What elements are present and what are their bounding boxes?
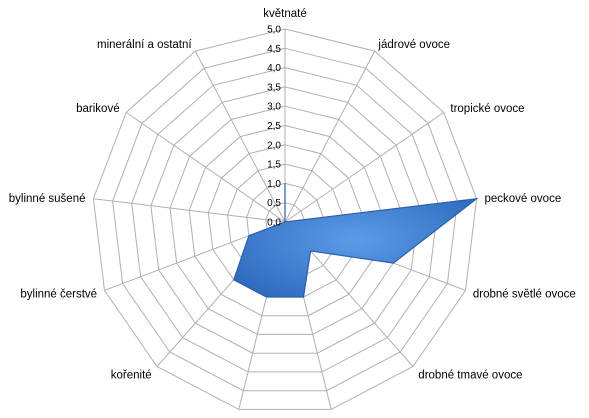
- category-label-2: tropické ovoce: [450, 103, 524, 115]
- category-label-4: drobné světlé ovoce: [473, 288, 576, 300]
- tick-label-7: 3,5: [267, 82, 281, 93]
- tick-label-6: 3,0: [267, 102, 281, 113]
- radial-tick-labels: 0,0 0,5 1,0 1,5 2,0 2,5 3,0 3,5 4,0 4,5 5,0: [267, 25, 281, 229]
- tick-label-4: 2,0: [267, 140, 281, 151]
- grid-spoke-10: [93, 198, 286, 223]
- tick-label-10: 5,0: [267, 25, 281, 36]
- grid-ring-7: [150, 86, 420, 354]
- category-label-9: bylinné čerstvé: [20, 288, 97, 300]
- grid-spoke-1: [284, 50, 376, 223]
- grid-ring-6: [169, 105, 401, 335]
- category-label-1: jádrové ovoce: [377, 39, 450, 51]
- category-label-0: květnaté: [263, 8, 306, 20]
- tick-label-0: 0,0: [267, 218, 281, 229]
- grid-ring-10: [92, 28, 478, 410]
- category-labels: květnaté jádrové ovoce tropické ovoce pecko…: [9, 8, 576, 382]
- grid-spoke-11: [125, 111, 286, 223]
- category-label-5: drobné tmavé ovoce: [418, 370, 522, 382]
- grid-spoke-2: [284, 111, 445, 223]
- category-label-8: kořenité: [111, 370, 152, 382]
- radar-series-layer: [233, 183, 479, 298]
- tick-label-2: 1,0: [267, 179, 281, 190]
- tick-label-5: 2,5: [267, 121, 281, 132]
- grid-ring-9: [112, 47, 458, 392]
- grid-ring-8: [131, 67, 439, 373]
- category-label-10: bylinné sušené: [9, 193, 86, 205]
- category-label-3: peckové ovoce: [485, 193, 562, 205]
- category-label-12: minerální a ostatní: [97, 39, 192, 51]
- tick-label-8: 4,0: [267, 63, 281, 74]
- tick-label-9: 4,5: [267, 44, 281, 55]
- grid-spoke-12: [194, 50, 286, 223]
- category-label-11: barikové: [76, 103, 119, 115]
- series-area-0: [233, 183, 479, 298]
- tick-label-3: 1,5: [267, 160, 281, 171]
- tick-label-1: 0,5: [267, 198, 281, 209]
- grid-ring-5: [188, 124, 382, 317]
